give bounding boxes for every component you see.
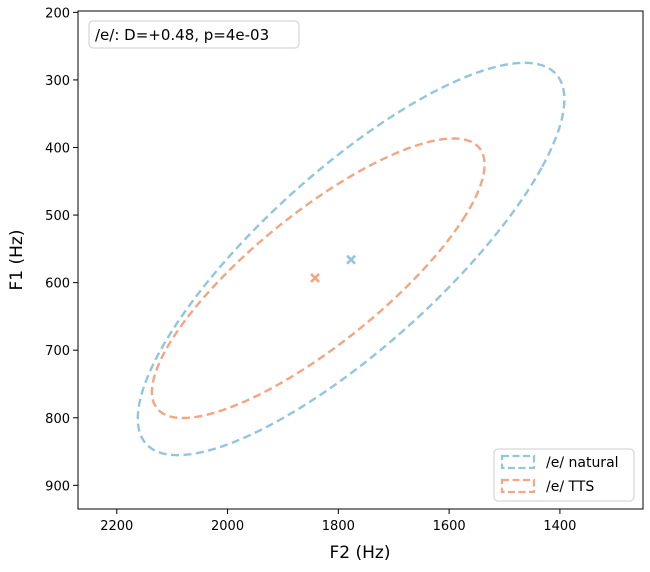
y-tick-label-800: 800 [45,412,70,427]
annotation-text: /e/: D=+0.48, p=4e-03 [95,26,269,44]
legend-swatch-natural [500,454,536,470]
legend-label-natural: /e/ natural [546,455,619,471]
legend: /e/ natural /e/ TTS [493,448,635,502]
x-tick-label-2000: 2000 [211,519,244,534]
y-axis-ticks: 200 300 400 500 600 700 800 900 [45,6,78,494]
x-axis-label: F2 (Hz) [330,543,391,563]
x-tick-label-2200: 2200 [100,519,133,534]
ellipse-layer [136,61,566,457]
x-tick-label-1800: 1800 [322,519,355,534]
annotation-frame [88,20,300,49]
mean-marker-stroke-b [346,254,357,265]
ellipse-natural [136,61,566,457]
x-axis-ticks: 2200 2000 1800 1600 1400 [100,509,576,534]
x-tick-label-1400: 1400 [543,519,576,534]
ellipse-tts [150,137,486,420]
legend-swatch-tts [500,478,536,494]
y-tick-label-900: 900 [45,479,70,494]
mean-marker-natural [346,254,357,265]
y-tick-label-300: 300 [45,74,70,89]
plot-area [78,11,643,509]
legend-label-tts: /e/ TTS [546,479,594,495]
legend-frame [493,448,635,502]
x-tick-label-1600: 1600 [433,519,466,534]
y-tick-label-600: 600 [45,277,70,292]
y-axis-label: F1 (Hz) [7,230,27,291]
mean-marker-layer [310,254,357,283]
y-tick-label-700: 700 [45,344,70,359]
y-tick-label-400: 400 [45,141,70,156]
annotation-box: /e/: D=+0.48, p=4e-03 [88,20,300,49]
plot-frame [77,10,644,510]
y-tick-label-200: 200 [45,6,70,21]
mean-marker-stroke-b [310,272,320,283]
mean-marker-tts [310,272,320,283]
y-tick-label-500: 500 [45,209,70,224]
